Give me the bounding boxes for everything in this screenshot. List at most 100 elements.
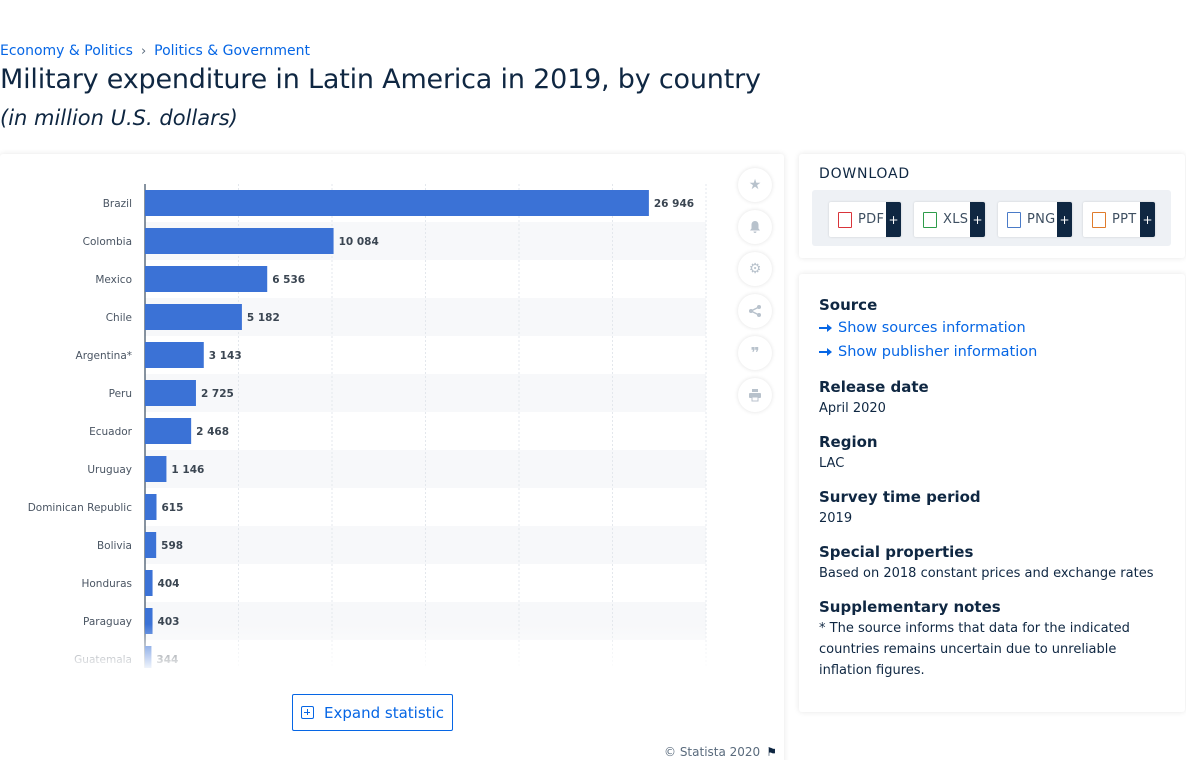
breadcrumb-separator: › bbox=[140, 43, 147, 59]
bar-dominican-republic[interactable] bbox=[145, 494, 157, 520]
copyright: © Statista 2020 ⚑ bbox=[664, 745, 777, 759]
value-label: 5 182 bbox=[247, 312, 280, 324]
notification-button[interactable] bbox=[738, 210, 772, 244]
bar-honduras[interactable] bbox=[145, 570, 153, 596]
special-properties-value: Based on 2018 constant prices and exchan… bbox=[819, 566, 1154, 581]
download-buttons: PDF + XLS + PNG + PPT + bbox=[812, 190, 1171, 246]
share-icon bbox=[749, 305, 761, 317]
value-label: 598 bbox=[161, 540, 183, 552]
category-label: Honduras bbox=[81, 578, 132, 590]
download-png-plus[interactable]: + bbox=[1057, 202, 1072, 237]
survey-period-value: 2019 bbox=[819, 511, 853, 526]
bell-icon bbox=[750, 221, 760, 233]
category-label: Ecuador bbox=[89, 426, 133, 438]
category-label: Argentina* bbox=[76, 350, 132, 362]
category-label: Bolivia bbox=[97, 540, 132, 552]
download-pdf-button[interactable]: PDF + bbox=[829, 202, 901, 237]
value-label: 1 146 bbox=[171, 464, 204, 476]
star-icon: ★ bbox=[748, 177, 762, 193]
bar-chile[interactable] bbox=[145, 304, 242, 330]
bar-argentina[interactable] bbox=[145, 342, 204, 368]
bar-brazil[interactable] bbox=[145, 190, 649, 216]
supplementary-notes-value: * The source informs that data for the i… bbox=[819, 621, 1130, 678]
value-label: 2 468 bbox=[196, 426, 229, 438]
value-label: 615 bbox=[162, 502, 184, 514]
show-sources-text: Show sources information bbox=[838, 320, 1026, 336]
special-properties-label: Special properties bbox=[819, 543, 974, 561]
bar-bolivia[interactable] bbox=[145, 532, 157, 558]
value-label: 3 143 bbox=[209, 350, 242, 362]
category-label: Mexico bbox=[95, 274, 132, 286]
expand-statistic-button[interactable]: Expand statistic bbox=[292, 694, 453, 731]
pdf-file-icon bbox=[838, 211, 852, 228]
download-title: DOWNLOAD bbox=[819, 166, 910, 182]
share-button[interactable] bbox=[738, 294, 772, 328]
breadcrumb-item-politics[interactable]: Politics & Government bbox=[154, 43, 310, 59]
value-label: 404 bbox=[158, 578, 180, 590]
supplementary-notes-label: Supplementary notes bbox=[819, 598, 1001, 616]
value-label: 6 536 bbox=[272, 274, 305, 286]
arrow-right-icon bbox=[819, 323, 833, 333]
page-title: Military expenditure in Latin America in… bbox=[0, 64, 761, 95]
download-card: DOWNLOAD PDF + XLS + PNG + PPT + bbox=[799, 154, 1185, 258]
show-publisher-link[interactable]: Show publisher information bbox=[819, 344, 1037, 360]
release-date-value: April 2020 bbox=[819, 401, 886, 416]
ppt-file-icon bbox=[1092, 211, 1106, 228]
flag-icon[interactable]: ⚑ bbox=[766, 745, 777, 759]
chart-fade-overlay bbox=[0, 624, 740, 672]
value-label: 26 946 bbox=[654, 198, 694, 210]
citation-button[interactable]: ❞ bbox=[738, 336, 772, 370]
download-png-label: PNG bbox=[1027, 212, 1056, 227]
expand-label: Expand statistic bbox=[324, 703, 444, 722]
bar-paraguay[interactable] bbox=[145, 608, 153, 634]
print-icon bbox=[749, 389, 761, 402]
category-label: Dominican Republic bbox=[28, 502, 133, 514]
download-ppt-label: PPT bbox=[1112, 212, 1137, 227]
chart-area: Brazil 26 946 Colombia 10 084 Mexico 6 536 Chi… bbox=[0, 178, 740, 668]
download-xls-button[interactable]: XLS + bbox=[914, 202, 985, 237]
chart-tools: ★ ⚙ ❞ bbox=[738, 168, 772, 420]
breadcrumb: Economy & Politics › Politics & Governme… bbox=[0, 43, 310, 59]
png-file-icon bbox=[1007, 211, 1021, 228]
bar-uruguay[interactable] bbox=[145, 456, 167, 482]
favorite-button[interactable]: ★ bbox=[738, 168, 772, 202]
download-ppt-button[interactable]: PPT + bbox=[1083, 202, 1155, 237]
category-label: Uruguay bbox=[87, 464, 132, 476]
bar-peru[interactable] bbox=[145, 380, 196, 406]
download-xls-label: XLS bbox=[943, 212, 969, 227]
bar-chart: Brazil 26 946 Colombia 10 084 Mexico 6 536 Chi… bbox=[28, 184, 707, 668]
download-pdf-label: PDF bbox=[858, 212, 885, 227]
quote-icon: ❞ bbox=[750, 344, 760, 362]
expand-icon bbox=[301, 706, 315, 719]
category-label: Brazil bbox=[103, 198, 132, 210]
bar-colombia[interactable] bbox=[145, 228, 334, 254]
arrow-right-icon bbox=[819, 347, 833, 357]
category-label: Peru bbox=[109, 388, 132, 400]
bar-ecuador[interactable] bbox=[145, 418, 192, 444]
settings-button[interactable]: ⚙ bbox=[738, 252, 772, 286]
page-subtitle: (in million U.S. dollars) bbox=[0, 106, 238, 130]
category-label: Colombia bbox=[83, 236, 132, 248]
chart-card: Brazil 26 946 Colombia 10 084 Mexico 6 536 Chi… bbox=[0, 154, 784, 760]
release-date-label: Release date bbox=[819, 378, 929, 396]
bar-mexico[interactable] bbox=[145, 266, 268, 292]
region-value: LAC bbox=[819, 456, 845, 471]
download-pdf-plus[interactable]: + bbox=[886, 202, 901, 237]
region-label: Region bbox=[819, 433, 878, 451]
category-label: Chile bbox=[106, 312, 132, 324]
value-label: 10 084 bbox=[339, 236, 379, 248]
download-xls-plus[interactable]: + bbox=[970, 202, 985, 237]
survey-period-label: Survey time period bbox=[819, 488, 981, 506]
value-label: 2 725 bbox=[201, 388, 234, 400]
download-png-button[interactable]: PNG + bbox=[998, 202, 1072, 237]
download-ppt-plus[interactable]: + bbox=[1140, 202, 1155, 237]
info-card: Source Show sources information Show pub… bbox=[799, 274, 1185, 712]
copyright-text[interactable]: © Statista 2020 bbox=[664, 745, 761, 759]
show-publisher-text: Show publisher information bbox=[838, 344, 1038, 360]
breadcrumb-item-economy[interactable]: Economy & Politics bbox=[0, 43, 133, 59]
show-sources-link[interactable]: Show sources information bbox=[819, 320, 1026, 336]
source-label: Source bbox=[819, 296, 878, 314]
xls-file-icon bbox=[923, 211, 937, 228]
gear-icon: ⚙ bbox=[748, 261, 762, 277]
print-button[interactable] bbox=[738, 378, 772, 412]
